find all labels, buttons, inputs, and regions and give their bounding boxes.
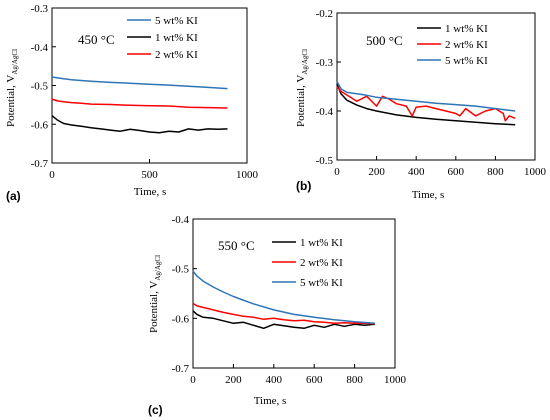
x-tick-label-b: 800 bbox=[487, 166, 504, 178]
x-tick-label-b: 0 bbox=[334, 166, 340, 178]
panel-b: -0.2 -0.3 -0.4 -0.50 200 400 600 800 1000 1 wt% K… bbox=[295, 8, 547, 201]
x-tick-label-c: 800 bbox=[346, 374, 363, 386]
panel-label-b: (b) bbox=[296, 179, 311, 193]
legend-entry-c: 1 wt% KI bbox=[300, 237, 343, 249]
series-line-c-1-wt-ki bbox=[192, 310, 375, 330]
panel-label-a: (a) bbox=[6, 189, 21, 203]
y-axis-label-c: Potential, VAg/AgCl bbox=[148, 255, 162, 333]
x-tick-label-c: 0 bbox=[190, 374, 196, 386]
plot-frame-c bbox=[192, 218, 396, 369]
plot-area-c: -0.4 -0.5 -0.6 -0.70 200 400 600 800 1000 1 wt% K… bbox=[172, 214, 407, 386]
series-line-c-5-wt-ki bbox=[192, 270, 375, 325]
x-tick-label-a: 1000 bbox=[236, 169, 259, 181]
legend-entry-a: 5 wt% KI bbox=[155, 15, 198, 27]
series-line-b-2-wt-ki bbox=[336, 86, 516, 122]
y-tick-label-a: -0.5 bbox=[31, 81, 49, 93]
series-line-a-2-wt-ki bbox=[51, 98, 228, 109]
legend-entry-c: 5 wt% KI bbox=[300, 277, 343, 289]
legend-entry-a: 2 wt% KI bbox=[155, 49, 198, 61]
temperature-annotation-b: 500 °C bbox=[366, 33, 403, 48]
panel-c: -0.4 -0.5 -0.6 -0.70 200 400 600 800 1000 1 wt% K… bbox=[148, 214, 407, 417]
y-tick-label-a: -0.7 bbox=[31, 158, 49, 170]
temperature-annotation-c: 550 °C bbox=[218, 238, 255, 253]
plot-area-b: -0.2 -0.3 -0.4 -0.50 200 400 600 800 1000 1 wt% K… bbox=[316, 8, 547, 178]
legend-entry-b: 2 wt% KI bbox=[445, 39, 488, 51]
y-axis-label-main-b: Potential, V bbox=[295, 75, 307, 127]
x-tick-label-c: 1000 bbox=[384, 374, 407, 386]
y-axis-label-a: Potential, VAg/AgCl bbox=[5, 49, 19, 127]
y-axis-label-sub-c: Ag/AgCl bbox=[154, 255, 162, 281]
y-tick-label-c: -0.4 bbox=[172, 214, 190, 226]
x-tick-label-b: 400 bbox=[408, 166, 425, 178]
y-axis-label-sub-a: Ag/AgCl bbox=[11, 49, 19, 75]
y-tick-label-c: -0.7 bbox=[172, 363, 190, 375]
y-tick-label-a: -0.6 bbox=[31, 119, 49, 131]
y-tick-label-c: -0.5 bbox=[172, 264, 190, 276]
x-tick-label-a: 500 bbox=[141, 169, 158, 181]
legend-entry-b: 1 wt% KI bbox=[445, 23, 488, 35]
y-tick-label-b: -0.4 bbox=[316, 106, 334, 118]
y-tick-label-a: -0.4 bbox=[31, 42, 49, 54]
y-axis-label-main-c: Potential, V bbox=[148, 281, 160, 333]
panel-label-c: (c) bbox=[148, 403, 163, 417]
x-tick-label-c: 600 bbox=[306, 374, 323, 386]
x-tick-label-a: 0 bbox=[49, 169, 55, 181]
series-line-c-2-wt-ki bbox=[192, 302, 375, 325]
series-line-a-5-wt-ki bbox=[51, 76, 228, 90]
x-axis-label-a: Time, s bbox=[134, 186, 167, 198]
legend-entry-a: 1 wt% KI bbox=[155, 32, 198, 44]
y-tick-label-b: -0.5 bbox=[316, 155, 334, 167]
y-axis-label-sub-b: Ag/AgCl bbox=[301, 49, 309, 75]
temperature-annotation-a: 450 °C bbox=[78, 32, 115, 47]
y-tick-label-b: -0.2 bbox=[316, 8, 333, 20]
y-tick-label-a: -0.3 bbox=[31, 3, 49, 15]
x-tick-label-c: 200 bbox=[225, 374, 242, 386]
y-axis-label-main-a: Potential, V bbox=[5, 75, 17, 127]
y-tick-label-c: -0.6 bbox=[172, 313, 190, 325]
series-line-b-1-wt-ki bbox=[336, 83, 516, 126]
panel-a: -0.3 -0.4 -0.5 -0.6 -0.70 500 1000 5 wt% KI 1 wt… bbox=[5, 3, 259, 203]
x-axis-label-b: Time, s bbox=[412, 189, 445, 201]
x-axis-label-c: Time, s bbox=[254, 395, 287, 407]
series-line-a-1-wt-ki bbox=[51, 115, 228, 134]
x-tick-label-c: 400 bbox=[266, 374, 283, 386]
legend-entry-b: 5 wt% KI bbox=[445, 55, 488, 67]
series-line-b-5-wt-ki bbox=[336, 81, 516, 112]
y-axis-label-b: Potential, VAg/AgCl bbox=[295, 49, 309, 127]
x-tick-label-b: 200 bbox=[368, 166, 385, 178]
x-tick-label-b: 600 bbox=[448, 166, 465, 178]
legend-entry-c: 2 wt% KI bbox=[300, 257, 343, 269]
plot-area-a: -0.3 -0.4 -0.5 -0.6 -0.70 500 1000 5 wt% KI 1 wt… bbox=[31, 3, 259, 181]
x-tick-label-b: 1000 bbox=[524, 166, 547, 178]
y-tick-label-b: -0.3 bbox=[316, 57, 334, 69]
